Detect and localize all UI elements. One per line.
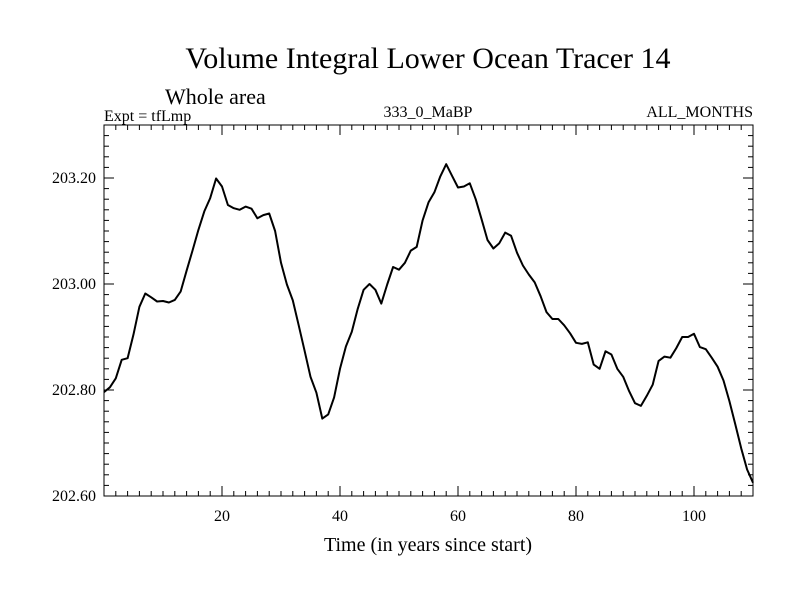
- period-label: 333_0_MaBP: [384, 104, 473, 121]
- axis-ticks: [104, 124, 754, 497]
- x-tick-label: 80: [568, 508, 584, 525]
- x-tick-label: 40: [332, 508, 348, 525]
- x-tick-label: 60: [450, 508, 466, 525]
- months-label: ALL_MONTHS: [646, 104, 753, 121]
- series-line: [103, 163, 754, 484]
- y-tick-label: 202.80: [52, 382, 96, 399]
- chart-title: Volume Integral Lower Ocean Tracer 14: [185, 42, 670, 75]
- plot-frame: [103, 124, 754, 497]
- x-axis-tick-labels: 20 40 60 80 100: [214, 508, 706, 525]
- chart-subtitle: Whole area: [165, 84, 266, 109]
- experiment-label: Expt = tfLmp: [104, 108, 191, 125]
- y-tick-label: 203.20: [52, 170, 96, 187]
- y-axis-tick-labels: 202.60 202.80 203.00 203.20: [52, 170, 96, 505]
- x-tick-label: 100: [682, 508, 706, 525]
- y-tick-label: 202.60: [52, 488, 96, 505]
- x-tick-label: 20: [214, 508, 230, 525]
- y-tick-label: 203.00: [52, 276, 96, 293]
- x-axis-label: Time (in years since start): [324, 534, 532, 556]
